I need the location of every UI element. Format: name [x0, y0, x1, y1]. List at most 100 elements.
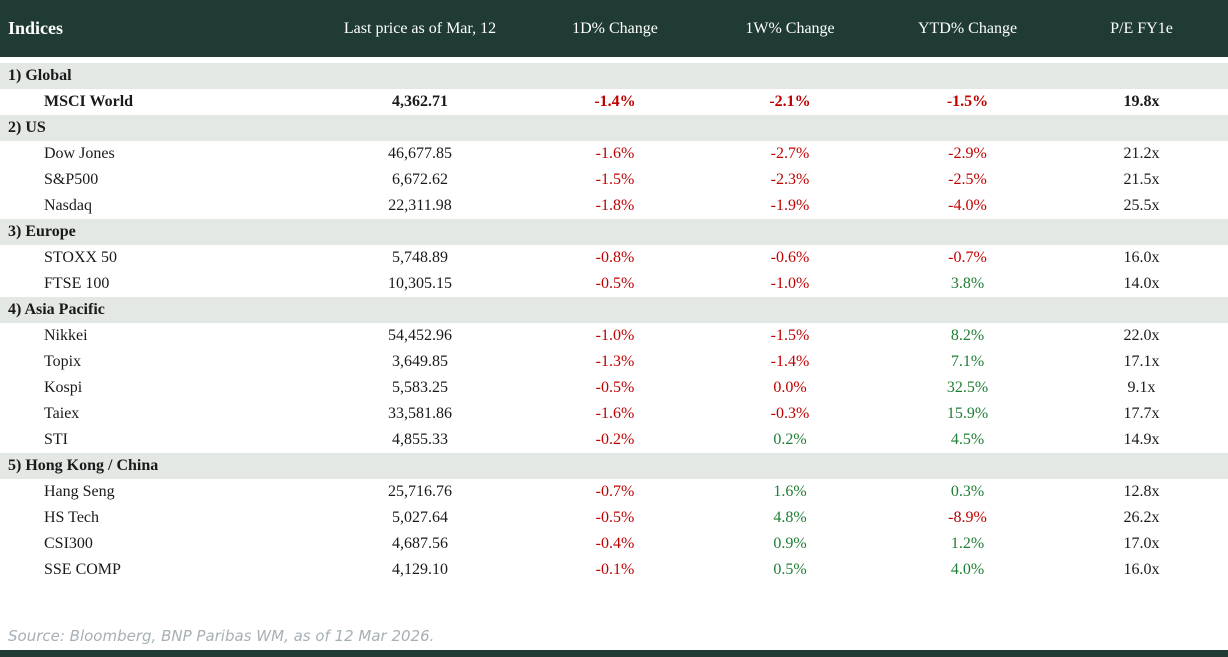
pe-fy1e-cell: 14.9x [1123, 431, 1160, 448]
pe-fy1e-cell: 14.0x [1123, 275, 1160, 292]
column-header-1w-change: 1W% Change [745, 19, 835, 37]
pe-fy1e-cell: 21.5x [1123, 171, 1160, 188]
section-label: 1) Global [8, 67, 72, 84]
change-1d-cell: -0.8% [595, 249, 635, 266]
pe-fy1e-cell: 17.1x [1123, 353, 1160, 370]
pe-fy1e-cell: 19.8x [1123, 93, 1160, 110]
change-1w-cell: 0.0% [773, 379, 807, 396]
change-1d-cell: -0.1% [595, 561, 635, 578]
last-price-cell: 3,649.85 [392, 353, 448, 370]
index-name-cell: FTSE 100 [44, 275, 110, 292]
change-1w-cell: -2.1% [769, 93, 811, 110]
change-1w-cell: 0.9% [773, 535, 807, 552]
change-ytd-cell: 4.0% [950, 561, 985, 578]
column-header-last-price: Last price as of Mar, 12 [343, 19, 497, 37]
index-name-cell: Dow Jones [44, 145, 115, 162]
index-row: Hang Seng 25,716.76 -0.7% 1.6% 0.3% 12.8x [0, 479, 1228, 505]
pe-fy1e-cell: 16.0x [1123, 249, 1160, 266]
index-name-cell: S&P500 [44, 171, 99, 188]
index-row: Kospi 5,583.25 -0.5% 0.0% 32.5% 9.1x [0, 375, 1228, 401]
change-1w-cell: -1.4% [770, 353, 810, 370]
index-name-cell: Topix [44, 353, 82, 370]
pe-fy1e-cell: 17.0x [1123, 535, 1160, 552]
last-price-cell: 5,583.25 [392, 379, 448, 396]
section-label: 2) US [8, 119, 46, 136]
last-price-cell: 5,027.64 [392, 509, 448, 526]
index-row: CSI300 4,687.56 -0.4% 0.9% 1.2% 17.0x [0, 531, 1228, 557]
change-1d-cell: -0.5% [595, 509, 635, 526]
column-header-pe-fy1e: P/E FY1e [1110, 19, 1173, 37]
pe-fy1e-cell: 25.5x [1123, 197, 1160, 214]
change-1w-cell: 4.8% [773, 509, 807, 526]
change-ytd-cell: 7.1% [950, 353, 985, 370]
column-header-ytd-change: YTD% Change [917, 19, 1018, 37]
pe-fy1e-cell: 17.7x [1123, 405, 1160, 422]
change-1d-cell: -0.7% [595, 483, 635, 500]
table-header-row: Indices Last price as of Mar, 12 1D% Cha… [0, 0, 1228, 57]
last-price-cell: 54,452.96 [388, 327, 452, 344]
pe-fy1e-cell: 16.0x [1123, 561, 1160, 578]
change-1d-cell: -0.5% [595, 379, 635, 396]
index-name-cell: CSI300 [44, 535, 93, 552]
index-name-cell: Taiex [44, 405, 80, 422]
change-1d-cell: -1.3% [595, 353, 635, 370]
change-1d-cell: -0.5% [595, 275, 635, 292]
pe-fy1e-cell: 26.2x [1123, 509, 1160, 526]
index-row: S&P500 6,672.62 -1.5% -2.3% -2.5% 21.5x [0, 167, 1228, 193]
change-1d-cell: -1.6% [595, 405, 635, 422]
change-ytd-cell: 15.9% [946, 405, 989, 422]
change-1w-cell: -2.3% [770, 171, 810, 188]
index-name-cell: HS Tech [44, 509, 100, 526]
change-1w-cell: -2.7% [770, 145, 810, 162]
index-row: STI 4,855.33 -0.2% 0.2% 4.5% 14.9x [0, 427, 1228, 453]
change-ytd-cell: -1.5% [946, 93, 989, 110]
section-header-row: 4) Asia Pacific [0, 297, 1228, 323]
index-row: Topix 3,649.85 -1.3% -1.4% 7.1% 17.1x [0, 349, 1228, 375]
change-ytd-cell: 1.2% [950, 535, 985, 552]
index-row: HS Tech 5,027.64 -0.5% 4.8% -8.9% 26.2x [0, 505, 1228, 531]
last-price-cell: 46,677.85 [388, 145, 452, 162]
change-ytd-cell: -2.9% [948, 145, 987, 162]
index-name-cell: MSCI World [44, 93, 134, 110]
index-row: SSE COMP 4,129.10 -0.1% 0.5% 4.0% 16.0x [0, 557, 1228, 583]
change-1d-cell: -1.0% [595, 327, 635, 344]
change-1w-cell: -1.9% [770, 197, 810, 214]
change-1w-cell: 0.5% [773, 561, 807, 578]
pe-fy1e-cell: 22.0x [1123, 327, 1160, 344]
index-name-cell: STOXX 50 [44, 249, 118, 266]
change-ytd-cell: 0.3% [950, 483, 985, 500]
section-header-row: 1) Global [0, 63, 1228, 89]
section-header-row: 2) US [0, 115, 1228, 141]
section-label: 5) Hong Kong / China [8, 457, 159, 474]
index-row: STOXX 50 5,748.89 -0.8% -0.6% -0.7% 16.0x [0, 245, 1228, 271]
change-ytd-cell: 8.2% [950, 327, 985, 344]
last-price-cell: 5,748.89 [392, 249, 448, 266]
index-name-cell: STI [44, 431, 68, 448]
column-header-indices: Indices [8, 18, 64, 38]
last-price-cell: 4,855.33 [392, 431, 448, 448]
change-ytd-cell: 3.8% [950, 275, 985, 292]
change-1d-cell: -1.8% [595, 197, 635, 214]
index-row: FTSE 100 10,305.15 -0.5% -1.0% 3.8% 14.0x [0, 271, 1228, 297]
change-1w-cell: -1.0% [770, 275, 810, 292]
change-1w-cell: -0.3% [770, 405, 810, 422]
section-header-row: 3) Europe [0, 219, 1228, 245]
pe-fy1e-cell: 12.8x [1123, 483, 1160, 500]
index-name-cell: Nikkei [44, 327, 88, 344]
index-row: Nikkei 54,452.96 -1.0% -1.5% 8.2% 22.0x [0, 323, 1228, 349]
source-note: Source: Bloomberg, BNP Paribas WM, as of… [8, 627, 435, 645]
index-row: Dow Jones 46,677.85 -1.6% -2.7% -2.9% 21.2x [0, 141, 1228, 167]
change-1d-cell: -0.2% [595, 431, 635, 448]
change-ytd-cell: -2.5% [948, 171, 987, 188]
last-price-cell: 10,305.15 [388, 275, 452, 292]
last-price-cell: 4,687.56 [392, 535, 448, 552]
index-row: Taiex 33,581.86 -1.6% -0.3% 15.9% 17.7x [0, 401, 1228, 427]
change-1w-cell: -0.6% [770, 249, 810, 266]
change-ytd-cell: -8.9% [948, 509, 987, 526]
change-1d-cell: -1.6% [595, 145, 635, 162]
section-label: 4) Asia Pacific [8, 301, 105, 318]
last-price-cell: 4,129.10 [392, 561, 448, 578]
change-ytd-cell: 32.5% [946, 379, 989, 396]
index-row: MSCI World 4,362.71 -1.4% -2.1% -1.5% 19.8x [0, 89, 1228, 115]
table-body: 1) Global MSCI World 4,362.71 -1.4% -2.1% -1.… [0, 63, 1228, 583]
